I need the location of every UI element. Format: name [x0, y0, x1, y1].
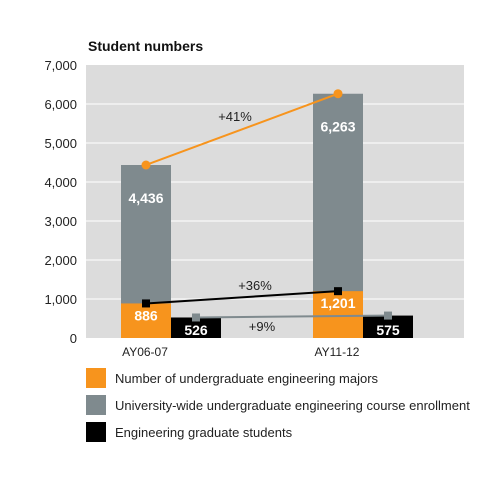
graduate-trend-line: [195, 314, 389, 319]
y-tick-label: 4,000: [44, 175, 77, 190]
majors-trend-point: [142, 299, 150, 308]
bar-graduate: [363, 315, 413, 338]
value-label-majors: 1,201: [320, 295, 355, 311]
legend-item-majors: Number of undergraduate engineering majo…: [86, 368, 470, 388]
y-tick-label: 3,000: [44, 214, 77, 229]
bar-majors: [121, 303, 171, 338]
enrollment-trend-line: [145, 92, 339, 166]
y-axis: 0 1,000 2,000 3,000 4,000 5,000 6,000 7,000: [44, 58, 77, 346]
value-label-graduate: 526: [184, 322, 208, 338]
chart: Student numbers 0 1,000 2,000 3,000 4,000 5,0…: [44, 38, 464, 359]
x-axis: AY06-07 AY11-12: [122, 345, 360, 359]
x-tick-label: AY06-07: [122, 345, 168, 359]
chart-title: Student numbers: [88, 38, 203, 54]
graduate-trend-point: [384, 311, 392, 320]
enrollment-trend-point: [333, 89, 343, 99]
value-label-enrollment: 4,436: [128, 190, 163, 206]
trend-lines: [141, 89, 392, 322]
graduate-trend-point: [192, 313, 200, 322]
enrollment-trend-point: [141, 160, 151, 170]
majors-trend-line: [145, 290, 339, 305]
legend-swatch-enrollment: [86, 395, 106, 415]
majors-change-label: +36%: [238, 278, 272, 293]
x-tick-label: AY11-12: [315, 345, 360, 359]
enrollment-change-label: +41%: [218, 109, 252, 124]
bars: [121, 93, 413, 338]
data-labels: 4,436 886 526 6,263 1,201 575: [128, 119, 399, 338]
value-label-majors: 886: [134, 307, 158, 323]
legend-label-majors: Number of undergraduate engineering majo…: [115, 370, 379, 386]
value-label-graduate: 575: [376, 322, 400, 338]
legend-label-graduate: Engineering graduate students: [115, 424, 293, 440]
legend: Number of undergraduate engineering majo…: [86, 368, 470, 449]
majors-trend-point: [334, 287, 342, 296]
legend-swatch-graduate: [86, 422, 106, 442]
legend-label-enrollment: University-wide undergraduate engineerin…: [115, 397, 470, 413]
y-tick-label: 0: [70, 331, 77, 346]
bar-majors: [313, 291, 363, 338]
y-tick-label: 7,000: [44, 58, 77, 73]
legend-swatch-majors: [86, 368, 106, 388]
y-tick-label: 6,000: [44, 97, 77, 112]
legend-item-enrollment: University-wide undergraduate engineerin…: [86, 395, 470, 415]
y-tick-label: 1,000: [44, 292, 77, 307]
value-label-enrollment: 6,263: [320, 119, 355, 135]
y-tick-label: 2,000: [44, 253, 77, 268]
bar-graduate: [171, 317, 221, 338]
legend-item-graduate: Engineering graduate students: [86, 422, 470, 442]
graduate-change-label: +9%: [249, 319, 276, 334]
y-tick-label: 5,000: [44, 136, 77, 151]
